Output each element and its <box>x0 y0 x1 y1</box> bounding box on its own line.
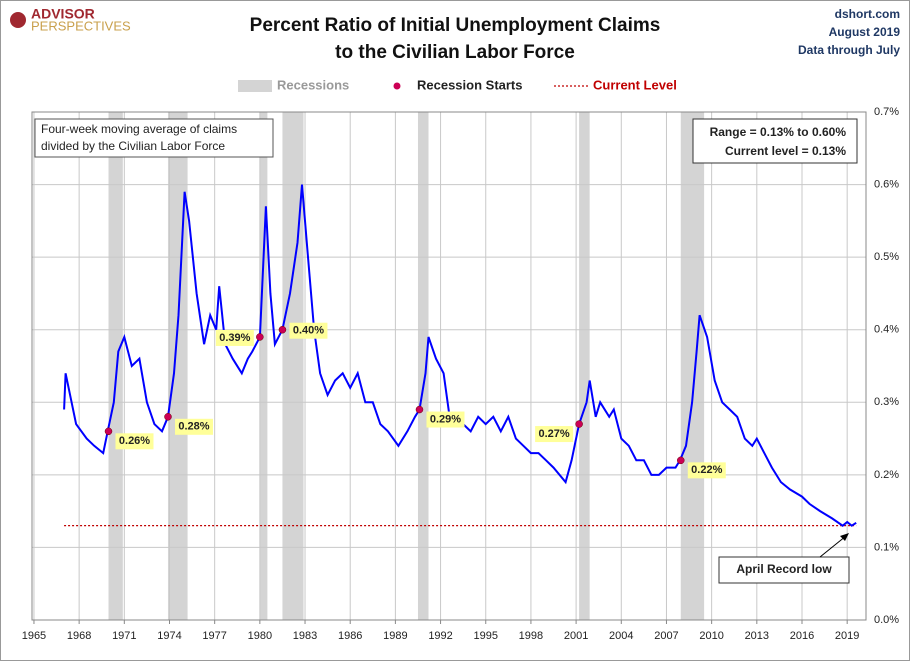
value-label-bg <box>426 411 465 428</box>
recession-start <box>677 456 685 465</box>
value-label-bg <box>289 322 328 339</box>
note-box <box>34 118 274 158</box>
legend-swatch <box>238 80 272 92</box>
value-label-bg <box>174 418 213 435</box>
value-label: 0.29% <box>430 413 461 425</box>
x-tick-label: 1995 <box>474 630 498 642</box>
value-label-bg <box>115 433 154 450</box>
x-tick-label: 1971 <box>112 630 136 642</box>
range-box <box>692 118 858 164</box>
recession-start <box>415 405 424 414</box>
recession-band <box>579 112 590 620</box>
x-tick-label: 1974 <box>157 630 181 642</box>
value-label: 0.27% <box>539 428 570 440</box>
y-tick-label: 0.1% <box>874 541 899 553</box>
x-tick-label: 1965 <box>22 630 46 642</box>
recession-band <box>680 112 705 620</box>
value-label-bg <box>687 462 726 479</box>
y-tick-label: 0.2% <box>874 469 899 481</box>
value-label-bg <box>535 426 574 443</box>
x-tick-label: 2001 <box>564 630 588 642</box>
x-tick-label: 1983 <box>293 630 317 642</box>
x-tick-label: 2013 <box>745 630 769 642</box>
x-tick-label: 1992 <box>428 630 452 642</box>
recession-band <box>167 112 188 620</box>
note: divided by the Civilian Labor Force <box>41 139 225 153</box>
x-tick-label: 1980 <box>248 630 272 642</box>
logo: ADVISOR <box>31 6 95 22</box>
range-text: Current level = 0.13% <box>725 144 846 158</box>
x-tick-label: 2010 <box>699 630 723 642</box>
plot-border <box>31 111 867 621</box>
callout: April Record low <box>736 562 832 576</box>
value-label: 0.26% <box>119 435 150 447</box>
x-tick-label: 2016 <box>790 630 814 642</box>
recession-band <box>108 112 123 620</box>
chart-title: Percent Ratio of Initial Unemployment Cl… <box>250 15 661 36</box>
value-label: 0.39% <box>219 332 250 344</box>
source: Data through July <box>798 43 900 57</box>
x-tick-label: 1989 <box>383 630 407 642</box>
x-tick-label: 2004 <box>609 630 633 642</box>
callout-box <box>718 556 850 584</box>
x-tick-label: 1968 <box>67 630 91 642</box>
y-tick-label: 0.7% <box>874 106 899 118</box>
recession-start <box>278 325 287 334</box>
x-tick-label: 2007 <box>654 630 678 642</box>
y-tick-label: 0.4% <box>874 324 899 336</box>
value-label: 0.40% <box>293 325 324 337</box>
y-tick-label: 0.3% <box>874 396 899 408</box>
recession-band <box>282 112 304 620</box>
x-tick-label: 1998 <box>519 630 543 642</box>
logo-icon <box>10 12 26 28</box>
x-tick-label: 2019 <box>835 630 859 642</box>
source: dshort.com <box>835 7 900 21</box>
callout-arrowhead <box>840 533 849 541</box>
recession-start <box>164 413 172 421</box>
y-tick-label: 0.6% <box>874 178 899 190</box>
value-label: 0.22% <box>691 464 722 476</box>
legend-swatch <box>393 82 401 90</box>
y-tick-label: 0.5% <box>874 251 899 263</box>
source: August 2019 <box>829 25 901 39</box>
note: Four-week moving average of claims <box>41 122 237 136</box>
recession-band <box>417 112 429 620</box>
callout-arrow <box>819 535 847 558</box>
recession-band <box>259 112 268 620</box>
recession-start <box>104 427 113 436</box>
range-text: Range = 0.13% to 0.60% <box>710 125 847 139</box>
recession-start <box>575 420 583 428</box>
y-tick-label: 0.0% <box>874 614 899 626</box>
x-tick-label: 1977 <box>202 630 226 642</box>
recession-start <box>256 333 264 341</box>
value-label-bg <box>215 329 254 346</box>
legend-label: Recession Starts <box>417 77 523 92</box>
value-label: 0.28% <box>178 421 209 433</box>
legend-label: Recessions <box>277 77 349 92</box>
chart-title: to the Civilian Labor Force <box>335 42 575 63</box>
data-line <box>63 184 857 527</box>
legend-label: Current Level <box>593 77 677 92</box>
logo: PERSPECTIVES <box>31 18 131 33</box>
x-tick-label: 1986 <box>338 630 362 642</box>
